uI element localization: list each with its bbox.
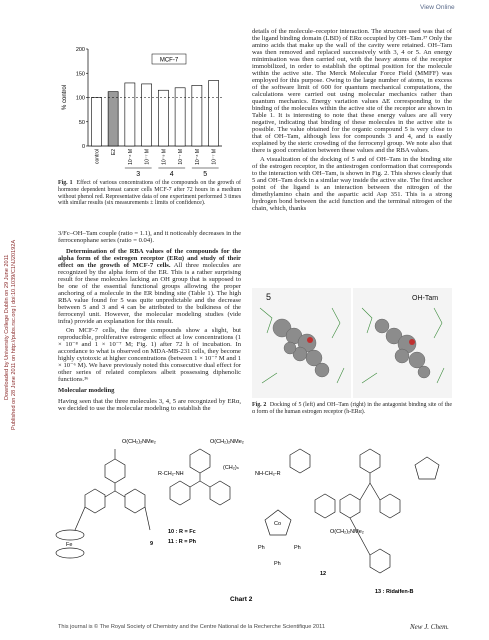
right-column: details of the molecule–receptor interac… <box>252 28 452 213</box>
paragraph: Having seen that the three molecules 3, … <box>58 397 241 412</box>
legend-box <box>151 53 187 65</box>
y-tick-label: 150 <box>76 71 85 77</box>
structure-label: O(CH₂)₂NMe₂ <box>330 529 364 535</box>
y-axis-label: % control <box>62 85 68 110</box>
structure-label: Ph <box>258 545 265 551</box>
left-column: 3/Fc–OH–Tam couple (ratio = 1.1), and it… <box>58 230 241 413</box>
group-label: 4 <box>170 171 174 178</box>
bar <box>174 87 186 147</box>
x-tick-label: 10⁻⁸ M <box>161 149 167 165</box>
group-label: 5 <box>203 171 207 178</box>
downloaded-note: Downloaded by University College Dublin … <box>4 255 10 400</box>
bar <box>158 89 169 147</box>
x-tick-label: 10⁻⁷ M <box>178 149 184 165</box>
caption-label: Fig. 1 <box>58 180 73 186</box>
group-label: 3 <box>136 171 140 178</box>
receptor-residues <box>259 307 445 384</box>
x-tick-label: 10⁻⁷ M <box>145 149 151 165</box>
footer-left: This journal is © The Royal Society of C… <box>58 624 325 630</box>
structure-label: (CH₂)ₙ <box>223 465 240 471</box>
bar <box>107 91 119 147</box>
panel-label: 5 <box>266 292 271 302</box>
x-tick-label: 10⁻⁸ M <box>195 149 201 165</box>
bar <box>124 82 136 147</box>
structure-label: Ph <box>294 545 301 551</box>
bar <box>141 83 152 147</box>
structure-label: 11 : R = Ph <box>168 539 197 545</box>
x-tick-label: E2 <box>111 149 117 155</box>
structure-label: Fe <box>66 542 72 548</box>
structure-label: 13 : Ridaifen-B <box>375 589 414 595</box>
structure-label: 12 <box>320 571 326 577</box>
figure-2: 5 OH-Tam <box>252 288 452 398</box>
margin-note: Downloaded by University College Dublin … <box>4 240 17 430</box>
structures <box>55 448 440 574</box>
y-tick-label: 0 <box>82 144 85 150</box>
structure-label: Co <box>274 521 281 527</box>
y-tick-label: 50 <box>79 120 85 126</box>
structure-label: 9 <box>150 541 153 547</box>
paragraph: A visualization of the docking of 5 and … <box>252 155 452 212</box>
paragraph-text: All three molecules are recognized by th… <box>58 262 241 325</box>
figure-1: % control 0 50 100 150 200 control E2 10⁻⁸ M 10⁻⁷… <box>62 47 222 178</box>
paragraph: Determination of the RBA values of the c… <box>58 248 241 325</box>
x-tick-label: 10⁻⁷ M <box>212 149 218 165</box>
caption-text: Docking of 5 (left) and OH–Tam (right) i… <box>252 402 452 415</box>
structure-label: NH-CH₂-R <box>255 471 281 477</box>
figure-2-caption: Fig. 2 Docking of 5 (left) and OH–Tam (r… <box>252 402 452 416</box>
panel-label: OH-Tam <box>412 295 438 302</box>
published-note: Published on 28 June 2011 on http://pubs… <box>11 240 17 430</box>
legend-label: MCF-7 <box>160 58 179 64</box>
structure-label: O(CH₂)₂NMe₂ <box>122 439 156 445</box>
caption-label: Fig. 2 <box>252 402 267 408</box>
paragraph: On MCF-7 cells, the three compounds show… <box>58 326 241 383</box>
x-tick-label: 10⁻⁸ M <box>128 149 134 165</box>
y-tick-label: 100 <box>76 96 85 102</box>
structure-label: O(CH₂)₂NMe₂ <box>210 439 244 445</box>
structure-label: Ph <box>274 561 281 567</box>
bar <box>91 97 102 147</box>
structure-label: 10 : R = Fc <box>168 529 196 535</box>
molecule-spheres <box>272 318 431 379</box>
chart-2: O(CH₂)₂NMe₂ R-CH₂-NH (CH₂)ₙ NH-CH₂-R 10 : R … <box>55 439 440 603</box>
chart-label: Chart 2 <box>230 596 253 603</box>
x-tick-label: control <box>94 149 100 164</box>
figure-1-caption: Fig. 1 Effect of various concentrations … <box>58 180 241 207</box>
y-tick-label: 200 <box>76 47 85 53</box>
footer-right: New J. Chem. <box>410 623 449 631</box>
paragraph: 3/Fc–OH–Tam couple (ratio = 1.1), and it… <box>58 230 241 244</box>
run-in-heading: Determination of the RBA values of the c… <box>58 248 241 269</box>
paragraph: details of the molecule–receptor interac… <box>252 28 452 154</box>
oxygen-atoms <box>307 337 415 345</box>
caption-text: Effect of various concentrations of the … <box>58 180 241 207</box>
section-heading: Molecular modeling <box>58 386 115 394</box>
structure-label: R-CH₂-NH <box>158 471 184 477</box>
bar <box>208 80 219 147</box>
view-online[interactable]: View Online <box>420 4 455 11</box>
bar <box>191 85 203 147</box>
